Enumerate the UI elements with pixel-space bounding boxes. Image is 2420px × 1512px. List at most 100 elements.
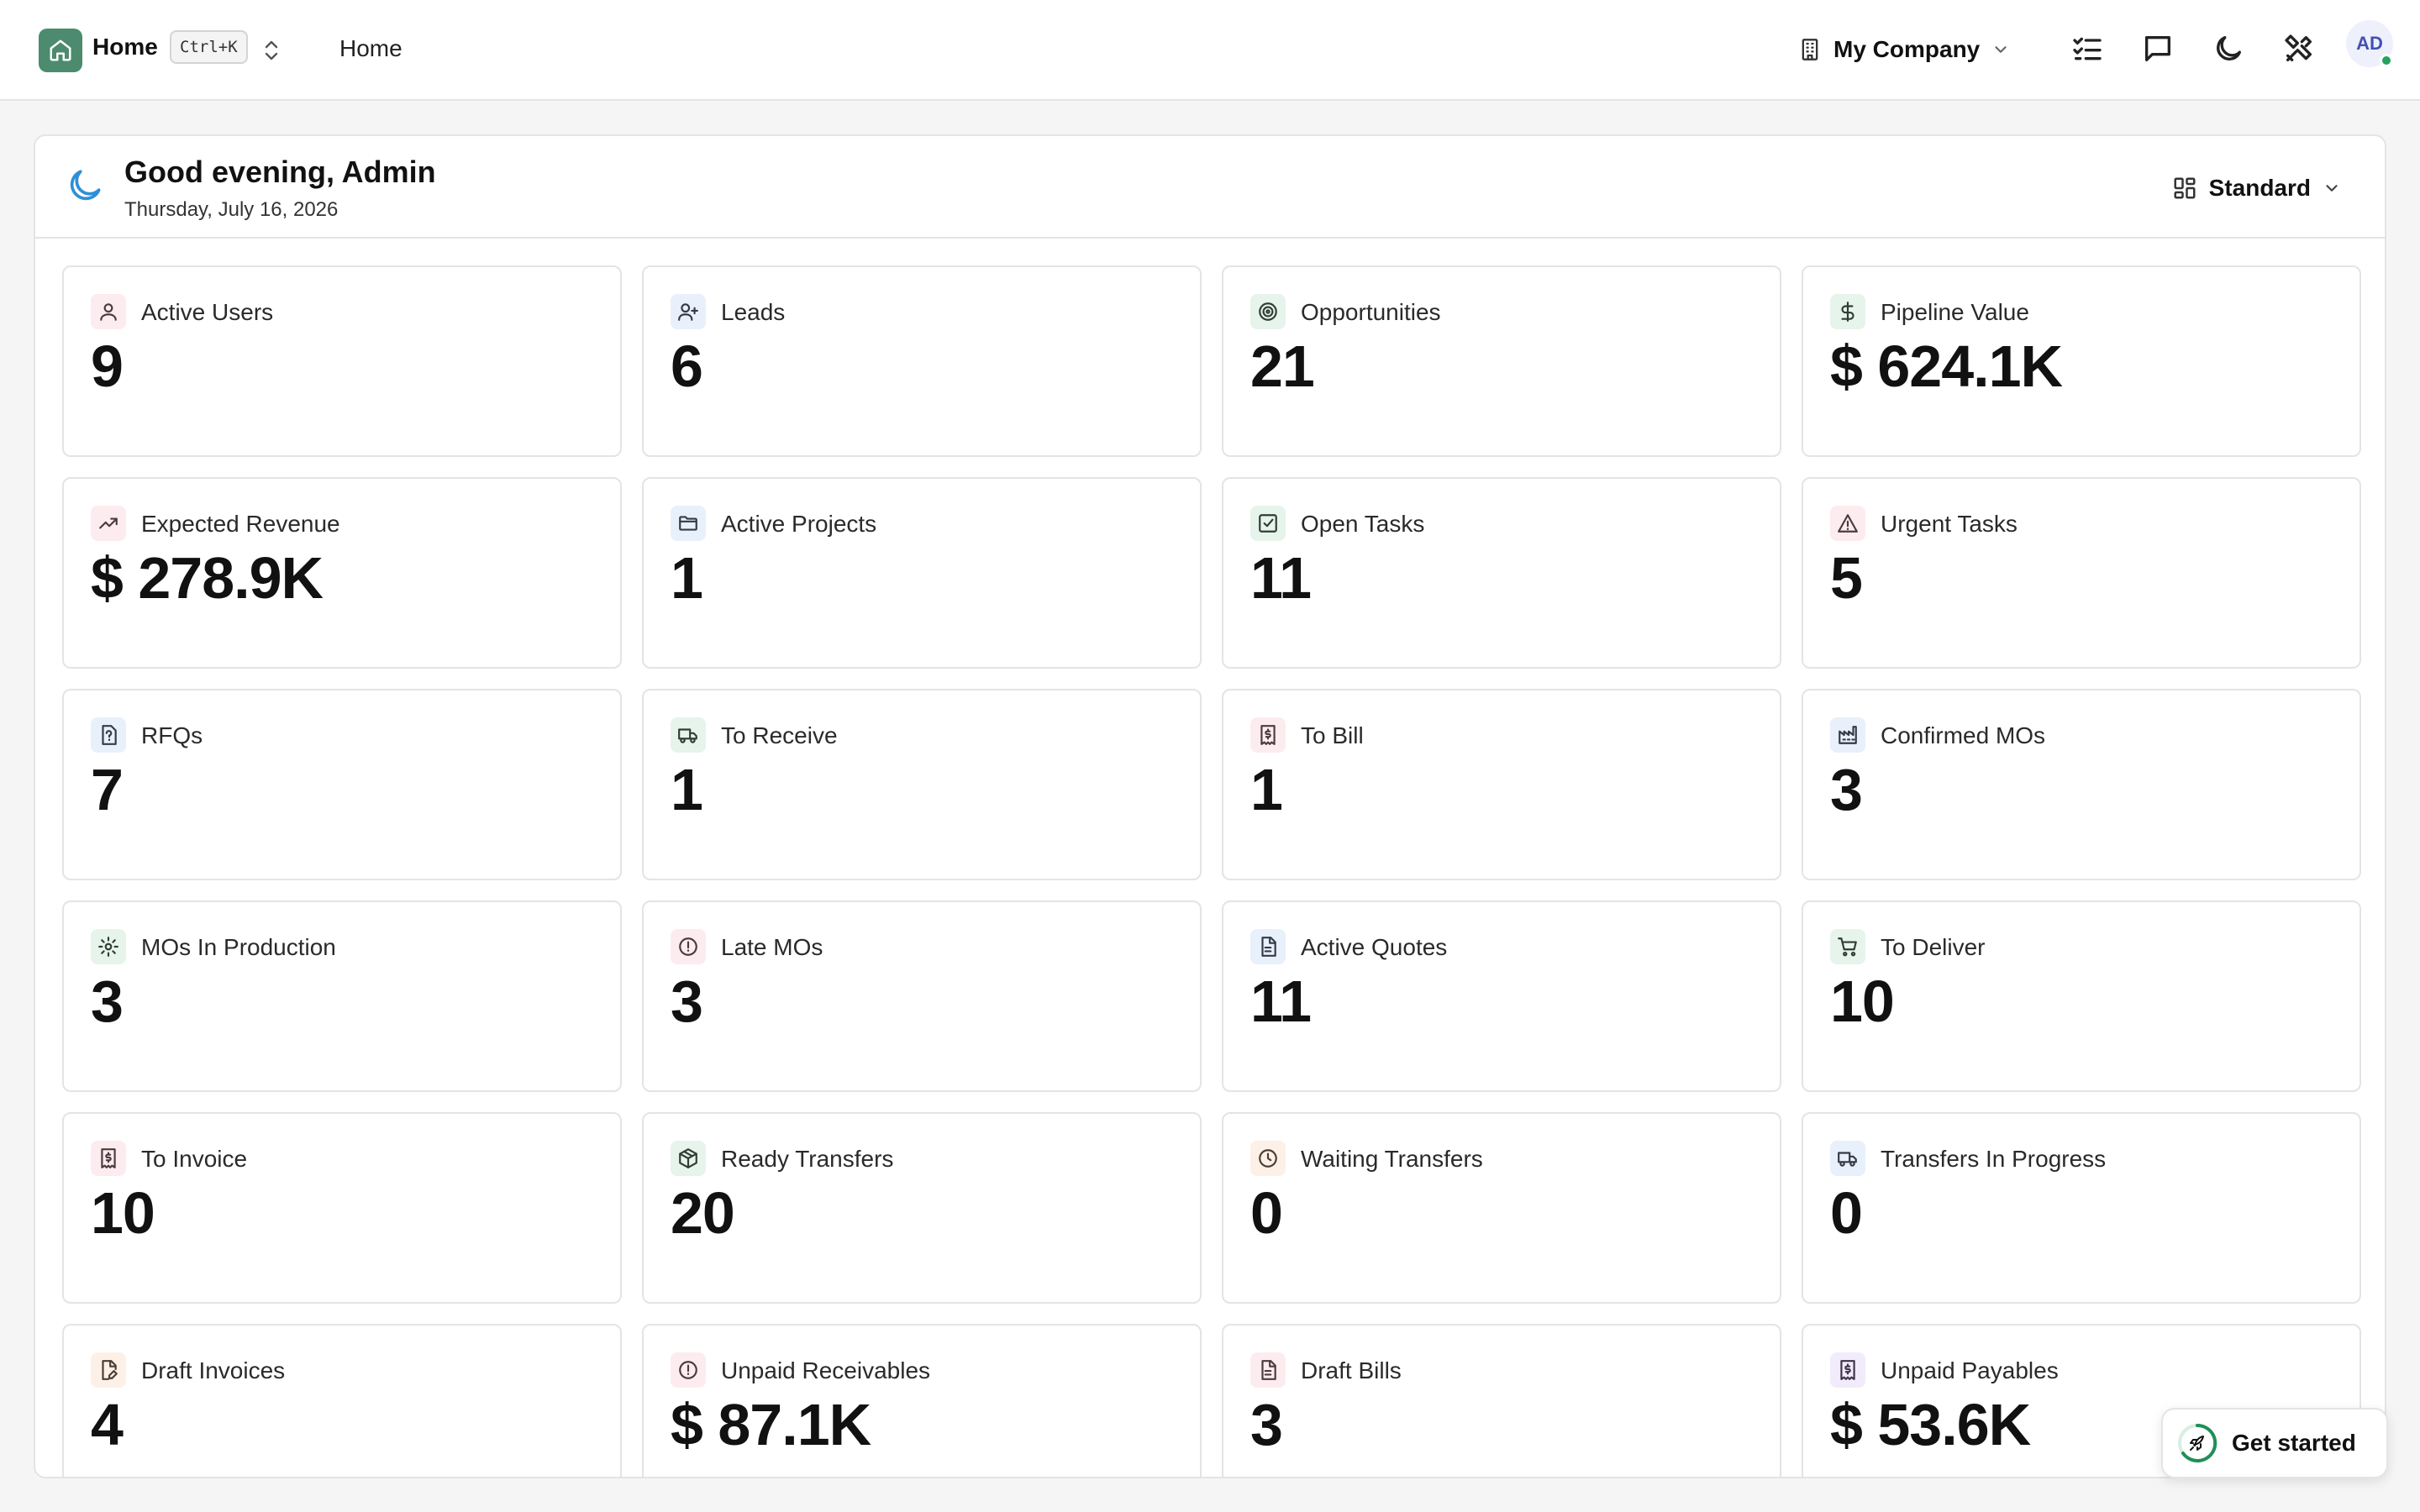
alert-circle-icon bbox=[671, 1352, 706, 1388]
kpi-card-opportunities[interactable]: Opportunities 21 bbox=[1222, 265, 1781, 457]
kpi-value: 4 bbox=[91, 1392, 124, 1457]
check-square-icon bbox=[1250, 506, 1286, 541]
kpi-label: Transfers In Progress bbox=[1881, 1146, 2107, 1172]
building-icon bbox=[1798, 37, 1822, 62]
kpi-card-leads[interactable]: Leads 6 bbox=[642, 265, 1202, 457]
top-bar: Home Ctrl+K Home My Company AD bbox=[0, 0, 2420, 101]
alert-triangle-icon bbox=[1830, 506, 1865, 541]
kpi-card-pipeline-value[interactable]: Pipeline Value $ 624.1K bbox=[1802, 265, 2361, 457]
kpi-label: Unpaid Payables bbox=[1881, 1357, 2059, 1383]
kpi-value: $ 87.1K bbox=[671, 1392, 871, 1457]
kpi-card-open-tasks[interactable]: Open Tasks 11 bbox=[1222, 477, 1781, 669]
kpi-value: 10 bbox=[91, 1180, 155, 1246]
kpi-value: $ 278.9K bbox=[91, 545, 324, 611]
rocket-icon bbox=[2176, 1422, 2218, 1464]
kpi-value: 9 bbox=[91, 333, 124, 399]
kpi-value: 3 bbox=[91, 969, 124, 1034]
kpi-card-active-quotes[interactable]: Active Quotes 11 bbox=[1222, 900, 1781, 1092]
kpi-value: 5 bbox=[1830, 545, 1863, 611]
kpi-label: Draft Bills bbox=[1301, 1357, 1402, 1383]
breadcrumb[interactable]: Home bbox=[339, 35, 402, 61]
chevron-down-icon bbox=[1991, 40, 2010, 59]
kpi-label: To Bill bbox=[1301, 722, 1364, 748]
factory-icon bbox=[1830, 717, 1865, 753]
chat-icon[interactable] bbox=[2141, 32, 2175, 66]
trend-up-icon bbox=[91, 506, 126, 541]
dashboard-panel: Good evening, Admin Thursday, July 16, 2… bbox=[34, 134, 2386, 1478]
chevron-down-icon bbox=[2323, 179, 2341, 197]
user-plus-icon bbox=[671, 294, 706, 329]
kpi-card-to-bill[interactable]: To Bill 1 bbox=[1222, 689, 1781, 880]
kpi-card-draft-bills[interactable]: Draft Bills 3 bbox=[1222, 1324, 1781, 1477]
kpi-grid: Active Users 9 Leads 6 Opportunities 21 Pipeli… bbox=[62, 265, 2361, 1477]
kpi-label: Ready Transfers bbox=[721, 1146, 894, 1172]
kpi-card-unpaid-payables[interactable]: Unpaid Payables $ 53.6K bbox=[1802, 1324, 2361, 1477]
kpi-label: Opportunities bbox=[1301, 299, 1441, 325]
view-selector-label: Standard bbox=[2208, 175, 2311, 201]
switch-icon[interactable] bbox=[262, 37, 281, 64]
kpi-label: Confirmed MOs bbox=[1881, 722, 2046, 748]
company-switcher[interactable]: My Company bbox=[1798, 29, 2010, 71]
settings-icon[interactable] bbox=[2282, 32, 2316, 66]
kpi-value: 21 bbox=[1250, 333, 1315, 399]
moon-icon bbox=[64, 165, 106, 207]
kpi-card-active-projects[interactable]: Active Projects 1 bbox=[642, 477, 1202, 669]
receipt-icon bbox=[1250, 717, 1286, 753]
kpi-label: RFQs bbox=[141, 722, 203, 748]
kpi-value: 0 bbox=[1830, 1180, 1863, 1246]
command-shortcut[interactable]: Ctrl+K bbox=[170, 30, 248, 64]
kpi-card-transfers-in-progress[interactable]: Transfers In Progress 0 bbox=[1802, 1112, 2361, 1304]
file-text-icon bbox=[1250, 929, 1286, 964]
moon-icon[interactable] bbox=[2212, 32, 2245, 66]
tasks-icon[interactable] bbox=[2070, 32, 2104, 66]
kpi-card-unpaid-receivables[interactable]: Unpaid Receivables $ 87.1K bbox=[642, 1324, 1202, 1477]
kpi-card-to-deliver[interactable]: To Deliver 10 bbox=[1802, 900, 2361, 1092]
kpi-value: 3 bbox=[671, 969, 703, 1034]
greeting-title: Good evening, Admin bbox=[124, 155, 436, 189]
user-icon bbox=[91, 294, 126, 329]
kpi-label: Urgent Tasks bbox=[1881, 511, 2018, 537]
view-selector[interactable]: Standard bbox=[2172, 170, 2341, 207]
kpi-label: Leads bbox=[721, 299, 786, 325]
kpi-value: 1 bbox=[1250, 757, 1283, 822]
greeting-header: Good evening, Admin Thursday, July 16, 2… bbox=[35, 136, 2385, 239]
target-icon bbox=[1250, 294, 1286, 329]
alert-circle-icon bbox=[671, 929, 706, 964]
kpi-label: Waiting Transfers bbox=[1301, 1146, 1483, 1172]
kpi-card-expected-revenue[interactable]: Expected Revenue $ 278.9K bbox=[62, 477, 622, 669]
truck-icon bbox=[671, 717, 706, 753]
kpi-card-draft-invoices[interactable]: Draft Invoices 4 bbox=[62, 1324, 622, 1477]
kpi-value: 1 bbox=[671, 545, 703, 611]
kpi-card-urgent-tasks[interactable]: Urgent Tasks 5 bbox=[1802, 477, 2361, 669]
kpi-value: 10 bbox=[1830, 969, 1895, 1034]
kpi-label: Late MOs bbox=[721, 934, 823, 960]
kpi-card-ready-transfers[interactable]: Ready Transfers 20 bbox=[642, 1112, 1202, 1304]
kpi-value: 1 bbox=[671, 757, 703, 822]
kpi-label: Expected Revenue bbox=[141, 511, 340, 537]
kpi-label: To Deliver bbox=[1881, 934, 1986, 960]
kpi-card-to-receive[interactable]: To Receive 1 bbox=[642, 689, 1202, 880]
kpi-value: $ 624.1K bbox=[1830, 333, 2063, 399]
kpi-card-active-users[interactable]: Active Users 9 bbox=[62, 265, 622, 457]
kpi-card-confirmed-mos[interactable]: Confirmed MOs 3 bbox=[1802, 689, 2361, 880]
cart-icon bbox=[1830, 929, 1865, 964]
kpi-card-to-invoice[interactable]: To Invoice 10 bbox=[62, 1112, 622, 1304]
clock-icon bbox=[1250, 1141, 1286, 1176]
kpi-value: 11 bbox=[1250, 969, 1312, 1034]
receipt-icon bbox=[1830, 1352, 1865, 1388]
get-started-button[interactable]: Get started bbox=[2161, 1408, 2388, 1478]
package-icon bbox=[671, 1141, 706, 1176]
app-title[interactable]: Home bbox=[92, 34, 158, 60]
kpi-value: 0 bbox=[1250, 1180, 1283, 1246]
home-icon[interactable] bbox=[39, 29, 82, 72]
kpi-card-waiting-transfers[interactable]: Waiting Transfers 0 bbox=[1222, 1112, 1781, 1304]
dollar-icon bbox=[1830, 294, 1865, 329]
kpi-card-rfqs[interactable]: RFQs 7 bbox=[62, 689, 622, 880]
company-name: My Company bbox=[1833, 36, 1981, 62]
get-started-label: Get started bbox=[2232, 1430, 2356, 1456]
kpi-card-mos-in-production[interactable]: MOs In Production 3 bbox=[62, 900, 622, 1092]
kpi-label: Active Quotes bbox=[1301, 934, 1448, 960]
kpi-value: $ 53.6K bbox=[1830, 1392, 2031, 1457]
kpi-card-late-mos[interactable]: Late MOs 3 bbox=[642, 900, 1202, 1092]
kpi-label: Unpaid Receivables bbox=[721, 1357, 931, 1383]
